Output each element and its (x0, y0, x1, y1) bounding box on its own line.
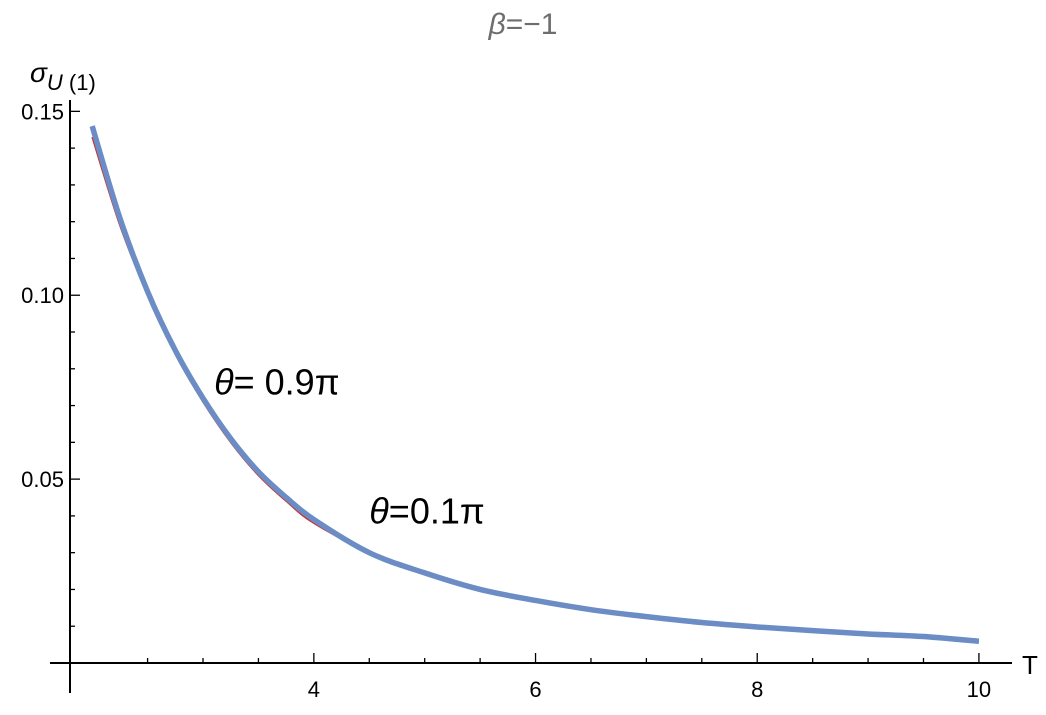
y-axis-label-symbol: σ (30, 57, 48, 88)
y-tick-label: 0.10 (21, 283, 64, 308)
annotation-value: = 0.9π (234, 362, 340, 403)
x-tick-label: 10 (967, 677, 991, 702)
y-tick-label: 0.15 (21, 99, 64, 124)
annotation-label-1: θ= 0.9π (214, 362, 339, 403)
chart-title-symbol: β (488, 8, 506, 41)
plot-area: 4 6 8 100.050.100.15θ= 0.9πθ=0.1π (21, 99, 1012, 702)
x-tick-label: 8 (751, 677, 763, 702)
annotation-value: =0.1π (389, 490, 485, 531)
y-axis-label-subscript-var: U (47, 70, 63, 95)
x-tick-label: 4 (308, 677, 320, 702)
chart-title: β=−1 (488, 8, 558, 41)
y-axis-label: σU (1) (30, 57, 96, 95)
annotation-symbol: θ (214, 362, 234, 403)
chart-title-rest: =−1 (506, 8, 558, 41)
annotation-label-2: θ=0.1π (369, 490, 484, 531)
annotation-symbol: θ (369, 490, 389, 531)
series-line-2 (89, 125, 980, 645)
y-axis-label-subscript-rest: (1) (63, 70, 96, 95)
x-axis-label: T (1022, 650, 1038, 680)
y-tick-label: 0.05 (21, 467, 64, 492)
x-tick-label: 6 (529, 677, 541, 702)
